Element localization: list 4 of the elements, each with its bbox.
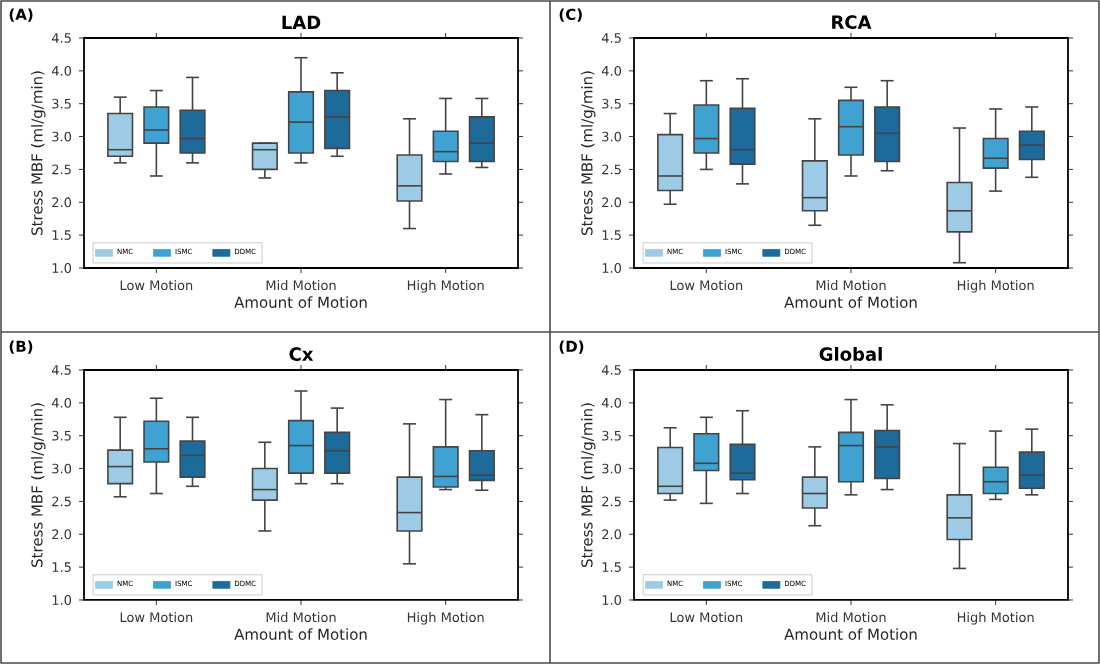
- chart-title: LAD: [282, 15, 321, 29]
- chart-title: Cx: [289, 347, 314, 361]
- chart-title: RCA: [832, 15, 872, 29]
- chart-title: Global: [819, 346, 882, 361]
